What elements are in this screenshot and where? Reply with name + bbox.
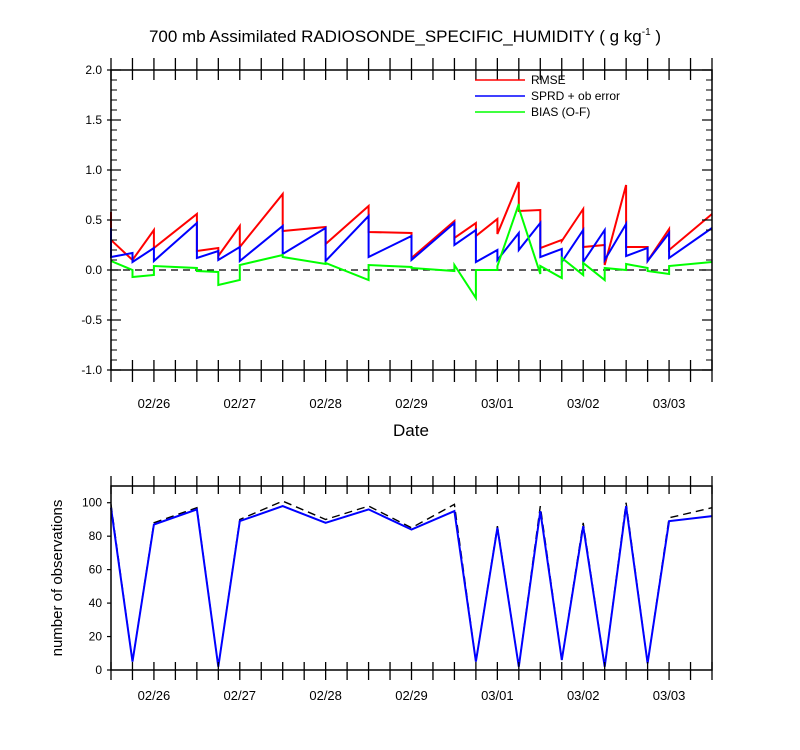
bottom-xtick-label: 03/03 xyxy=(653,688,686,703)
bottom-ytick-label: 80 xyxy=(89,529,103,543)
bottom-ytick-label: 60 xyxy=(89,563,103,577)
bottom-xtick-label: 02/26 xyxy=(138,688,171,703)
bottom-ytick-label: 0 xyxy=(95,663,102,677)
top-xtick-label: 02/28 xyxy=(309,396,342,411)
bottom-series-possible xyxy=(110,500,713,667)
top-ytick-label: -0.5 xyxy=(81,313,102,327)
top-ytick-label: 1.0 xyxy=(85,163,102,177)
legend-label-rmse: RMSE xyxy=(531,73,566,87)
top-ytick-label: 2.0 xyxy=(85,63,102,77)
bottom-panel-ticks: 0 20 40 60 80 100 02/26 02/27 02/28 02/29 03/01 03/… xyxy=(82,476,713,703)
top-xtick-label: 03/02 xyxy=(567,396,600,411)
bottom-panel-frame xyxy=(110,485,713,671)
bottom-xtick-label: 02/29 xyxy=(395,688,428,703)
bottom-ytick-label: 20 xyxy=(89,630,103,644)
bottom-panel-series xyxy=(110,500,713,667)
top-xtick-label: 03/01 xyxy=(481,396,514,411)
bottom-ytick-label: 40 xyxy=(89,596,103,610)
top-series-rmse xyxy=(110,181,713,266)
top-panel-ticks: -1.0 -0.5 0.0 0.5 1.0 1.5 2.0 02/26 02/27 02/28 02… xyxy=(81,58,713,411)
top-panel-frame xyxy=(110,69,713,371)
bottom-xtick-label: 02/28 xyxy=(309,688,342,703)
bottom-y-axis-title: number of observations xyxy=(49,500,66,657)
legend-label-bias: BIAS (O-F) xyxy=(531,105,590,119)
bottom-series-assimilated xyxy=(110,505,713,667)
top-xtick-label: 02/27 xyxy=(224,396,257,411)
top-xtick-label: 02/29 xyxy=(395,396,428,411)
chart-title: 700 mb Assimilated RADIOSONDE_SPECIFIC_H… xyxy=(149,27,661,46)
bottom-xtick-label: 02/27 xyxy=(224,688,257,703)
bottom-xtick-label: 03/01 xyxy=(481,688,514,703)
top-series-bias-o-f xyxy=(110,203,713,302)
top-ytick-label: 0.5 xyxy=(85,213,102,227)
bottom-ytick-label: 100 xyxy=(82,496,102,510)
top-ytick-label: -1.0 xyxy=(81,363,102,377)
x-axis-title: Date xyxy=(393,421,429,440)
legend: RMSE SPRD + ob error BIAS (O-F) xyxy=(475,73,620,119)
top-ytick-label: 1.5 xyxy=(85,113,102,127)
top-xtick-label: 03/03 xyxy=(653,396,686,411)
bottom-xtick-label: 03/02 xyxy=(567,688,600,703)
legend-label-sprd: SPRD + ob error xyxy=(531,89,620,103)
top-xtick-label: 02/26 xyxy=(138,396,171,411)
top-series-sprd-ob-error xyxy=(110,213,713,266)
top-panel-series xyxy=(110,181,713,302)
top-ytick-label: 0.0 xyxy=(85,263,102,277)
